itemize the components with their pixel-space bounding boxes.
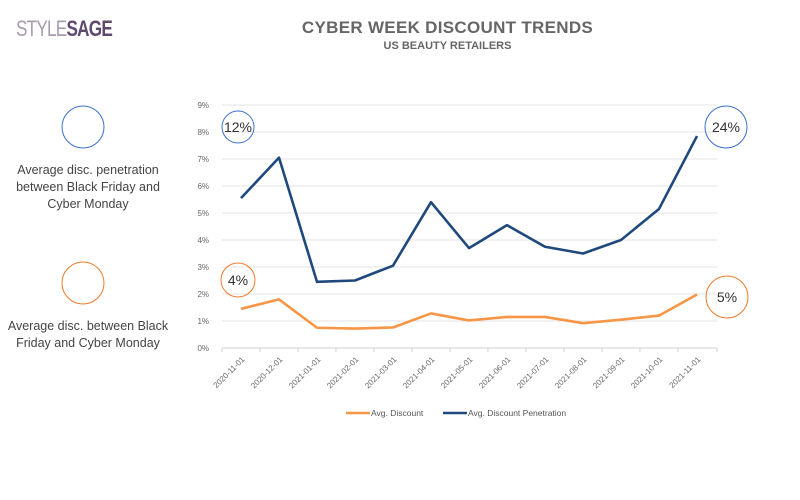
chart-subtitle: US BEAUTY RETAILERS xyxy=(383,40,512,52)
x-tick-label: 2020-12-01 xyxy=(249,355,285,391)
discount-start-callout-label: 4% xyxy=(228,272,248,288)
y-tick-label: 4% xyxy=(197,236,209,245)
y-tick-label: 9% xyxy=(197,101,209,110)
x-tick-label: 2021-02-01 xyxy=(325,355,361,391)
discount-description: Average disc. between Black Friday and C… xyxy=(7,319,169,350)
x-tick-label: 2021-01-01 xyxy=(287,355,323,391)
discount-start-callout-circle xyxy=(220,262,256,298)
x-tick-label: 2021-06-01 xyxy=(477,355,513,391)
x-tick-label: 2021-07-01 xyxy=(515,355,551,391)
penetration-end-callout-label: 24% xyxy=(712,119,740,135)
x-tick-label: 2021-11-01 xyxy=(668,355,703,390)
y-tick-label: 2% xyxy=(197,290,209,299)
y-tick-label: 3% xyxy=(197,263,209,272)
y-tick-label: 1% xyxy=(197,317,209,326)
stylesage-logo: STYLESAGE xyxy=(16,16,113,41)
x-tick-label: 2021-10-01 xyxy=(629,355,665,391)
x-tick-label: 2021-09-01 xyxy=(591,355,627,391)
y-tick-label: 8% xyxy=(197,128,209,137)
y-tick-label: 5% xyxy=(197,209,209,218)
x-tick-label: 2021-03-01 xyxy=(363,355,399,391)
penetration-start-callout-label: 12% xyxy=(224,119,252,135)
y-tick-label: 6% xyxy=(197,182,209,191)
penetration-start-callout-circle xyxy=(221,110,255,144)
penetration-description: Average disc. penetration between Black … xyxy=(16,163,160,211)
penetration-legend-circle xyxy=(61,105,105,149)
y-tick-label: 0% xyxy=(197,344,209,353)
series-line-avg-discount xyxy=(240,293,698,330)
x-tick-label: 2021-04-01 xyxy=(401,355,437,391)
series-line-avg-discount-penetration xyxy=(240,135,699,284)
penetration-end-callout-circle xyxy=(704,105,748,149)
discount-end-callout-circle xyxy=(705,275,749,319)
y-tick-label: 7% xyxy=(197,155,209,164)
discount-legend-circle xyxy=(61,261,105,305)
legend-label: Avg. Discount Penetration xyxy=(468,408,566,418)
legend-label: Avg. Discount xyxy=(371,408,424,418)
x-tick-label: 2021-08-01 xyxy=(553,355,589,391)
chart-title: CYBER WEEK DISCOUNT TRENDS xyxy=(301,18,594,37)
x-tick-label: 2020-11-01 xyxy=(212,355,247,390)
x-tick-label: 2021-05-01 xyxy=(439,355,475,391)
discount-end-callout-label: 5% xyxy=(717,289,737,305)
